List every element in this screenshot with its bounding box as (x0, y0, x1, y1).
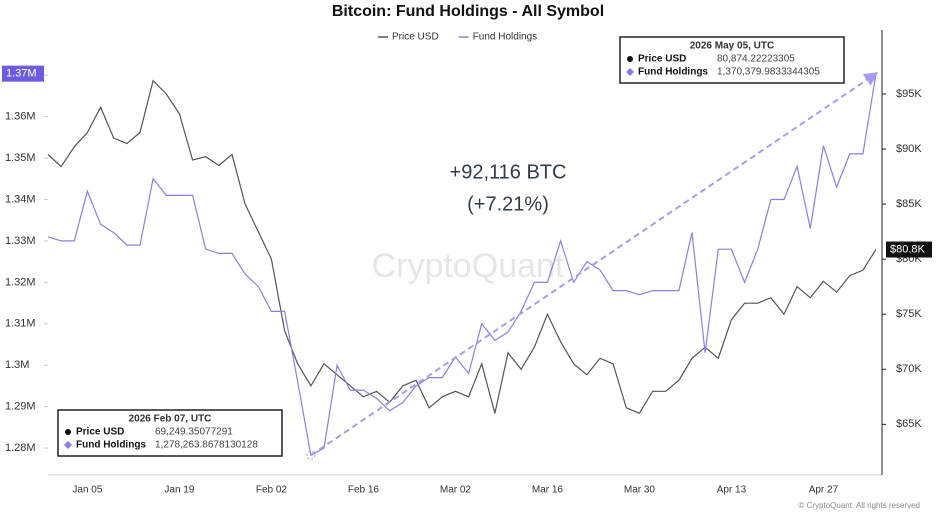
tooltip: 2026 May 05, UTC Price USD 80,874.22223305… (619, 36, 845, 84)
tooltip: 2026 Feb 07, UTC Price USD 69,249.35077291… (57, 409, 283, 457)
x-tick-label: Jan 05 (72, 485, 102, 496)
tooltip-value: 80,874.22223305 (717, 54, 795, 65)
y2-tick-label: $65K (896, 418, 922, 430)
y2-tick-label: $95K (896, 88, 922, 100)
annotation-percent: (+7.21%) (467, 193, 549, 215)
y-tick-label: 1.29M (5, 401, 36, 413)
tooltip-marker (626, 68, 634, 76)
y-tick-label: 1.3M (5, 359, 29, 371)
tooltip-value: 1,278,263.8678130128 (155, 440, 258, 451)
series-line (47, 79, 877, 415)
series-line (47, 73, 877, 457)
tooltip-marker (627, 56, 633, 62)
y-tick-label: 1.28M (5, 442, 36, 454)
chart-title: Bitcoin: Fund Holdings - All Symbol (332, 3, 604, 20)
x-tick-label: Mar 02 (440, 485, 472, 496)
y-tick-label: 1.34M (5, 193, 36, 205)
tooltip-label: Fund Holdings (76, 440, 146, 451)
legend-label: Fund Holdings (473, 32, 537, 43)
x-tick-label: Mar 30 (624, 485, 656, 496)
x-tick-label: Jan 19 (164, 485, 194, 496)
y-tick-label: 1.31M (5, 318, 36, 330)
y-tick-label: 1.32M (5, 276, 36, 288)
y2-tick-label: $75K (896, 308, 922, 320)
tooltip-marker (65, 429, 71, 435)
trend-start (306, 450, 316, 460)
x-tick-label: Mar 16 (532, 485, 564, 496)
tooltip-title: 2026 Feb 07, UTC (129, 414, 212, 425)
tooltip-label: Fund Holdings (638, 67, 708, 78)
tooltip-marker (64, 441, 72, 449)
y2-tick-label: $90K (896, 143, 922, 155)
tooltip-label: Price USD (638, 54, 686, 65)
y-tick-label: 1.35M (5, 152, 36, 164)
x-tick-label: Apr 27 (809, 485, 839, 496)
current-y-box (2, 65, 44, 82)
x-tick-label: Apr 13 (717, 485, 747, 496)
trend-arrow (310, 72, 879, 457)
annotation-change: +92,116 BTC (450, 161, 567, 183)
tooltip-box (57, 409, 283, 457)
watermark: CryptoQuant (372, 247, 565, 285)
tooltip-value: 69,249.35077291 (155, 427, 233, 438)
x-tick-label: Feb 16 (348, 485, 380, 496)
y2-tick-label: $70K (896, 363, 922, 375)
tooltip-title: 2026 May 05, UTC (690, 41, 775, 52)
y2-tick-label: $85K (896, 198, 922, 210)
y-tick-label: 1.33M (5, 235, 36, 247)
current-y2-box (886, 241, 932, 258)
current-y2-label: $80.8K (890, 243, 926, 255)
tooltip-label: Price USD (76, 427, 124, 438)
current-y-label: 1.37M (6, 68, 37, 80)
y-tick-label: 1.36M (5, 111, 36, 123)
footer: © CryptoQuant. All rights reserved (799, 501, 921, 510)
legend-label: Price USD (392, 32, 439, 43)
tooltip-box (619, 36, 845, 84)
x-tick-label: Feb 02 (256, 485, 288, 496)
tooltip-value: 1,370,379.9833344305 (717, 67, 820, 78)
